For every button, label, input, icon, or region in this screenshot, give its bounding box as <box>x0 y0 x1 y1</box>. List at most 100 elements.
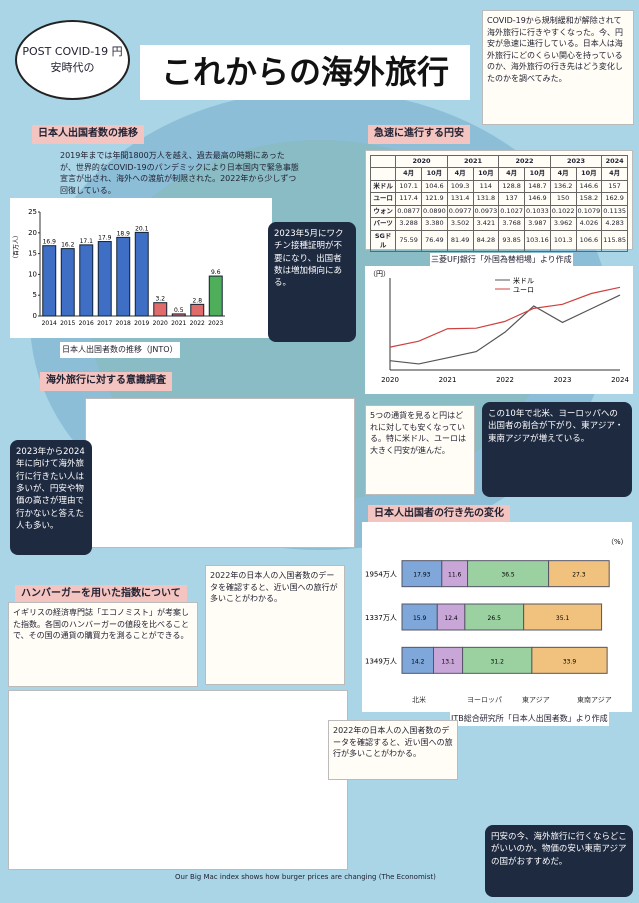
section-title: ハンバーガーを用いた指数について <box>15 585 187 604</box>
intro: COVID-19から規制緩和が解除されて海外旅行に行きやすくなった。今、円安が急… <box>482 10 634 125</box>
table-cell: 0.0890 <box>421 204 448 219</box>
table-cell: 84.28 <box>472 229 500 253</box>
value-label: 33.9 <box>563 658 577 665</box>
table-row: SGドル 75.59 76.49 81.49 84.28 93.85 103.16 101.3… <box>369 229 628 253</box>
value-label: 2.8 <box>192 297 202 304</box>
bigmac-box <box>8 690 348 870</box>
line <box>389 286 621 348</box>
x-tick-label: 2024 <box>611 376 629 384</box>
table-cell: 3.502 <box>446 217 474 231</box>
table-cell: 158.2 <box>575 192 603 206</box>
legend-label: 北米 <box>412 695 426 704</box>
table-cell: 75.59 <box>395 229 422 253</box>
table-header: 4月 <box>549 167 577 181</box>
bar <box>190 303 205 317</box>
value-label: 16.2 <box>61 242 75 249</box>
caption: Our Big Mac index shows how burger price… <box>175 873 436 881</box>
table-cell: 0.1135 <box>601 204 628 219</box>
table-cell: 3.380 <box>421 217 448 231</box>
table-row: バーツ 3.288 3.380 3.502 3.421 3.768 3.987 3.962 4.… <box>369 217 628 231</box>
value-label: 27.3 <box>572 572 586 579</box>
value-label: 0.5 <box>174 307 184 314</box>
bar <box>97 241 112 317</box>
table-cell: 117.4 <box>395 192 422 206</box>
value-label: 26.5 <box>488 615 502 622</box>
x-tick-label: 2017 <box>97 320 112 327</box>
survey-box <box>85 398 355 548</box>
bar <box>60 248 75 317</box>
bar-segment <box>467 560 550 588</box>
table-cell: 0.1079 <box>575 204 603 219</box>
y-axis-label: （円） <box>369 270 390 278</box>
section-text: イギリスの経済専門誌「エコノミスト」が考案した指数。各国のハンバーガーの値段を比… <box>8 602 198 687</box>
table-cell: 103.16 <box>524 229 551 253</box>
bar-segment <box>523 603 603 631</box>
y-tick-label: 20 <box>28 229 37 237</box>
section-title: 日本人出国者数の推移 <box>32 125 144 144</box>
table-header: 4月 <box>446 167 474 181</box>
table-cell: 162.9 <box>601 192 628 206</box>
section-title: 日本人出国者の行き先の変化 <box>368 505 510 524</box>
bubble: POST COVID-19 円安時代の <box>15 20 130 100</box>
note: 2022年の日本人の入国者数のデータを確認すると、近い国への旅行が多いことがわか… <box>205 565 345 685</box>
bar <box>171 313 186 317</box>
row-header: バーツ <box>369 217 397 231</box>
y-tick-label: 0 <box>33 312 37 320</box>
y-tick-label: 10 <box>28 270 37 278</box>
y-tick-label: 15 <box>28 250 37 258</box>
value-label: 18.9 <box>117 230 131 237</box>
table-corner <box>369 167 397 181</box>
x-tick-label: 2016 <box>79 320 94 327</box>
table-cell: 3.768 <box>498 217 525 231</box>
legend-label: 東南アジア <box>577 695 612 704</box>
value-label: 16.9 <box>43 239 57 246</box>
value-label: 9.6 <box>211 269 221 276</box>
bar-segment <box>462 646 533 674</box>
row-header: ユーロ <box>369 192 397 206</box>
bar-segment <box>531 646 608 674</box>
x-tick-label: 2014 <box>42 320 57 327</box>
x-tick-label: 2022 <box>190 320 205 327</box>
x-tick-label: 2020 <box>381 376 399 384</box>
chart: （百万人） 0 5 10 15 20 25 16.9 2014 16.2 2015 17.1 2016 1… <box>10 198 272 338</box>
table-cell: 104.6 <box>421 179 448 194</box>
y-tick-label: 25 <box>28 208 37 216</box>
table-cell: 0.1027 <box>498 204 525 219</box>
x-tick-label: 2015 <box>60 320 75 327</box>
table-cell: 150 <box>549 192 577 206</box>
table-cell: 4.283 <box>601 217 628 231</box>
x-tick-label: 2021 <box>171 320 186 327</box>
x-tick-label: 2019 <box>134 320 149 327</box>
table-header: 2022 <box>498 154 551 169</box>
bar <box>116 236 131 317</box>
x-tick-label: 2023 <box>554 376 572 384</box>
row-header: 米ドル <box>369 179 397 194</box>
x-tick-label: 2023 <box>208 320 223 327</box>
table-header: 2023 <box>549 154 603 169</box>
row-header: ウォン <box>369 204 397 219</box>
table-cell: 115.85 <box>601 229 628 253</box>
table-cell: 0.1022 <box>549 204 577 219</box>
legend-label: ユーロ <box>513 286 534 294</box>
section-title: 急速に進行する円安 <box>368 125 470 144</box>
value-label: 3.2 <box>155 296 165 303</box>
value-label: 13.1 <box>441 658 455 665</box>
title: これからの海外旅行 <box>140 45 470 100</box>
table-header: 4月 <box>395 167 422 181</box>
table-header: 2020 <box>395 154 448 169</box>
table-cell: 76.49 <box>421 229 448 253</box>
table-corner <box>369 154 397 169</box>
table-row: 2020 2021 2022 2023 2024 <box>369 154 628 169</box>
table-cell: 146.6 <box>575 179 603 194</box>
section-text: 2023年から2024年に向けて海外旅行に行きたい人は多いが、円安や物価の高さが… <box>10 440 92 555</box>
x-tick-label: 2022 <box>496 376 514 384</box>
legend-label: 東アジア <box>522 695 550 704</box>
value-label: 31.2 <box>491 658 505 665</box>
bar <box>79 244 94 317</box>
bar-segment <box>401 560 443 588</box>
table-row: 米ドル 107.1 104.6 109.3 114 128.8 148.7 136.2 146.… <box>369 179 628 194</box>
bar <box>134 231 149 317</box>
table-cell: 131.8 <box>472 192 500 206</box>
